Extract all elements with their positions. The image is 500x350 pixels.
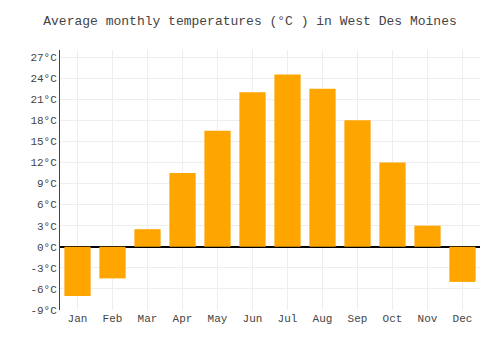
svg-text:-9°C: -9°C [30,305,57,317]
svg-text:May: May [208,313,228,325]
svg-text:12°C: 12°C [30,157,57,169]
svg-text:Dec: Dec [453,313,473,325]
svg-text:-6°C: -6°C [30,284,57,296]
svg-text:Mar: Mar [138,313,158,325]
svg-text:9°C: 9°C [37,178,57,190]
svg-text:Jan: Jan [68,313,88,325]
svg-text:21°C: 21°C [30,94,57,106]
svg-text:24°C: 24°C [30,73,57,85]
svg-text:Sep: Sep [348,313,368,325]
svg-text:Aug: Aug [313,313,333,325]
svg-text:Feb: Feb [103,313,123,325]
svg-text:27°C: 27°C [30,52,57,64]
svg-text:0°C: 0°C [37,242,57,254]
svg-text:3°C: 3°C [37,221,57,233]
svg-text:18°C: 18°C [30,115,57,127]
svg-text:6°C: 6°C [37,199,57,211]
svg-text:Nov: Nov [418,313,438,325]
svg-text:Jun: Jun [243,313,263,325]
svg-text:Oct: Oct [383,313,403,325]
svg-text:-3°C: -3°C [30,263,57,275]
svg-text:Average monthly temperatures (: Average monthly temperatures (°C ) in We… [43,14,456,29]
svg-text:Apr: Apr [173,313,193,325]
svg-text:15°C: 15°C [30,136,57,148]
svg-text:Jul: Jul [278,313,298,325]
